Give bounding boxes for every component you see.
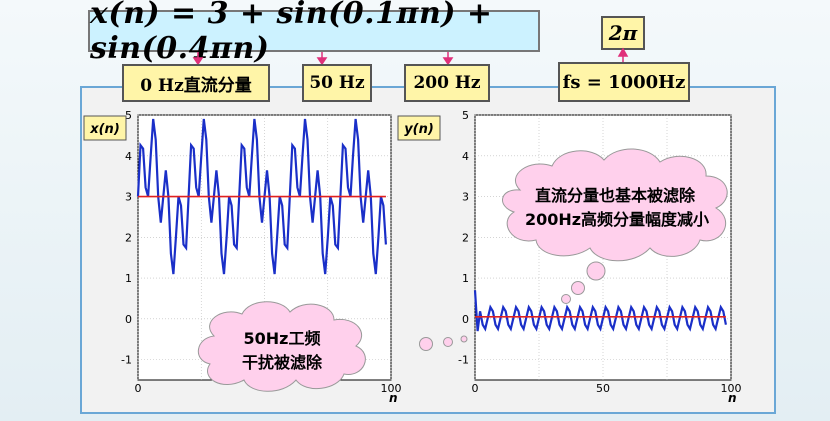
y-tick-label: 4	[462, 150, 469, 163]
x-tick-label: 0	[472, 382, 479, 395]
200hz-text: 200 Hz	[413, 73, 481, 93]
right-cloud-line1: 直流分量也基本被滤除	[535, 186, 696, 205]
left-ylabel: x(n)	[83, 115, 127, 141]
dc-component-label: 0 Hz直流分量	[122, 64, 270, 102]
formula-text: x(n) = 3 + sin(0.1πn) + sin(0.4πn)	[90, 0, 493, 66]
y-tick-label: 5	[125, 109, 132, 122]
x-tick-label: 100	[721, 382, 742, 395]
left-xlabel: n	[389, 391, 398, 405]
right-ylabel: y(n)	[397, 115, 441, 141]
formula-box: x(n) = 3 + sin(0.1πn) + sin(0.4πn)	[88, 0, 540, 66]
y-tick-label: 3	[125, 191, 132, 204]
y-tick-label: 0	[462, 313, 469, 326]
sampling-rate-text: fs = 1000Hz	[562, 71, 686, 93]
right-xlabel: n	[728, 391, 737, 405]
x-tick-label: 0	[135, 382, 142, 395]
y-tick-label: 5	[462, 109, 469, 122]
200hz-label: 200 Hz	[404, 64, 490, 102]
two-pi-label: 2π	[601, 16, 645, 50]
y-tick-label: 4	[125, 150, 132, 163]
50hz-text: 50 Hz	[309, 73, 365, 93]
50hz-label: 50 Hz	[302, 64, 372, 102]
y-tick-label: 1	[125, 272, 132, 285]
y-tick-label: 0	[125, 313, 132, 326]
y-tick-label: 2	[462, 231, 469, 244]
left-cloud-line1: 50Hz工频	[244, 329, 321, 348]
thought-bubble-right: 直流分量也基本被滤除 200Hz高频分量幅度减小	[502, 148, 728, 304]
x-tick-label: 100	[381, 382, 402, 395]
left-signal-line	[136, 118, 387, 275]
x-tick-label: 50	[596, 382, 610, 395]
dc-component-text: 0 Hz直流分量	[140, 75, 252, 96]
y-tick-label: -1	[121, 354, 132, 367]
sampling-rate-label: fs = 1000Hz	[558, 62, 690, 102]
svg-text:x(n): x(n)	[89, 122, 120, 137]
svg-text:y(n): y(n)	[404, 122, 434, 137]
thought-bubble-left: 50Hz工频 干扰被滤除	[198, 301, 468, 392]
left-cloud-line2: 干扰被滤除	[242, 353, 323, 372]
y-tick-label: 1	[462, 272, 469, 285]
two-pi-text: 2π	[608, 21, 638, 45]
y-tick-label: -1	[458, 354, 469, 367]
y-tick-label: 3	[462, 191, 469, 204]
right-signal-line	[473, 290, 727, 332]
y-tick-label: 2	[125, 231, 132, 244]
right-cloud-line2: 200Hz高频分量幅度减小	[525, 210, 709, 229]
